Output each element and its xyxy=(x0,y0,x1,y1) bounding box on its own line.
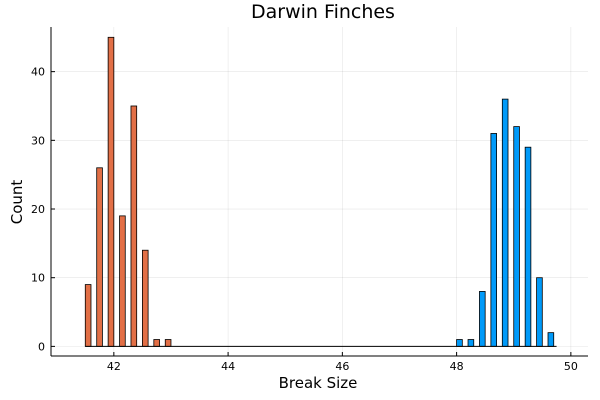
y-tick-label: 10 xyxy=(31,272,45,285)
chart-title: Darwin Finches xyxy=(251,1,395,23)
bar-series-2 xyxy=(490,133,497,347)
bar-series-1 xyxy=(164,339,172,347)
bar-series-2 xyxy=(467,339,475,347)
y-tick-label: 20 xyxy=(31,203,45,216)
y-tick-label: 30 xyxy=(31,134,45,147)
bar-series-1 xyxy=(130,105,138,347)
y-tick-label: 0 xyxy=(38,340,45,353)
bars xyxy=(84,36,555,347)
x-tick-label: 42 xyxy=(107,360,121,373)
bar-series-1 xyxy=(107,36,115,347)
bar-series-1 xyxy=(153,339,160,347)
x-tick-label: 44 xyxy=(221,360,235,373)
bar-series-1 xyxy=(96,167,103,347)
bar-series-2 xyxy=(501,98,509,347)
bar-series-2 xyxy=(456,339,463,347)
axes xyxy=(50,27,588,357)
x-axis-title: Break Size xyxy=(279,374,358,392)
ticks: 42 44 46 48 50 0 10 20 30 40 xyxy=(31,66,578,373)
y-axis-title: Count xyxy=(8,180,26,225)
bar-series-1 xyxy=(119,215,126,347)
bar-series-2 xyxy=(547,332,555,347)
bar-series-2 xyxy=(513,126,520,347)
y-tick-label: 40 xyxy=(31,66,45,79)
bar-series-2 xyxy=(524,146,532,347)
x-tick-label: 46 xyxy=(335,360,349,373)
bar-series-2 xyxy=(536,277,543,347)
x-tick-label: 50 xyxy=(564,360,578,373)
x-tick-label: 48 xyxy=(450,360,464,373)
bar-series-1 xyxy=(142,249,149,347)
bar-series-1 xyxy=(84,284,92,347)
bar-series-2 xyxy=(479,291,486,347)
